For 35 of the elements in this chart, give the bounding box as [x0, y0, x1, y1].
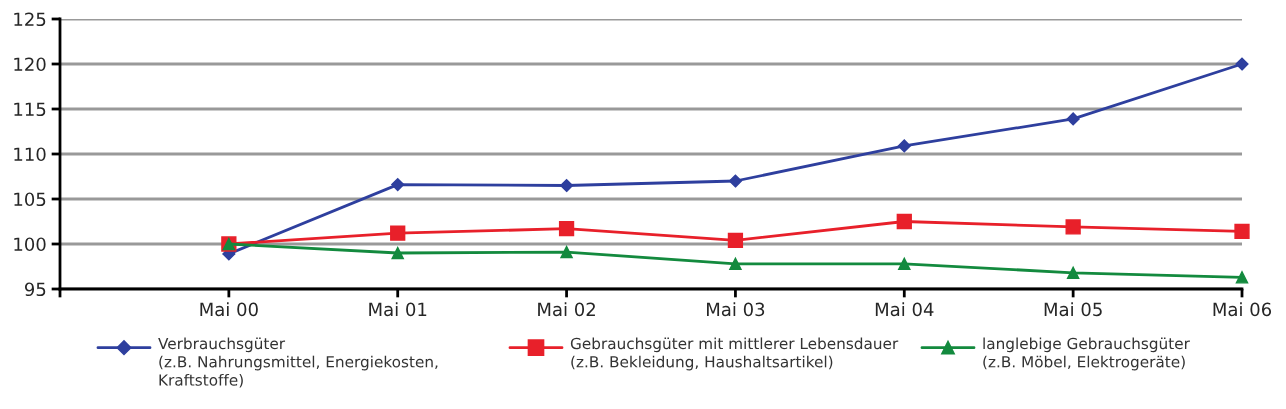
x-tick-label: Mai 01 — [369, 302, 427, 317]
y-tick-label: 105 — [14, 192, 46, 207]
point — [896, 213, 912, 230]
point — [1066, 112, 1080, 126]
point — [560, 245, 573, 259]
legend-label: Gebrauchsgüter mit mittlerer Lebensdauer (z.B. Bekleidung, Haushaltsartikel) — [570, 337, 899, 371]
point — [1066, 266, 1080, 280]
x-tick-label: Mai 06 — [1213, 302, 1272, 317]
legend-label: Verbrauchsgüter (z.B. Nahrungsmittel, Energiekosten, Kraftstoffe) — [158, 337, 438, 388]
point — [391, 246, 404, 260]
y-tick-label: 125 — [14, 12, 46, 27]
x-tick-label: Mai 02 — [538, 302, 595, 317]
point — [728, 174, 743, 188]
y-tick-label: 120 — [14, 57, 46, 72]
x-tick-label: Mai 04 — [875, 302, 934, 317]
point — [898, 257, 911, 271]
y-tick-label: 100 — [14, 237, 46, 252]
point — [897, 139, 911, 153]
point — [1235, 57, 1249, 71]
x-tick-label: Mai 05 — [1044, 302, 1102, 317]
point — [390, 225, 406, 241]
legend-label: langlebige Gebrauchsgüter (z.B. Möbel, Elektrogeräte) — [983, 337, 1190, 371]
point — [1235, 271, 1249, 284]
y-tick-label: 115 — [14, 102, 46, 117]
point — [391, 178, 405, 192]
y-tick-label: 95 — [24, 282, 46, 297]
point — [727, 232, 744, 249]
point — [1234, 223, 1250, 240]
y-tick-label: 110 — [14, 147, 46, 162]
point — [729, 257, 742, 271]
point — [558, 221, 575, 237]
point — [559, 178, 574, 193]
x-tick-label: Mai 00 — [200, 302, 258, 317]
point — [1065, 219, 1081, 235]
x-tick-label: Mai 03 — [707, 302, 765, 317]
